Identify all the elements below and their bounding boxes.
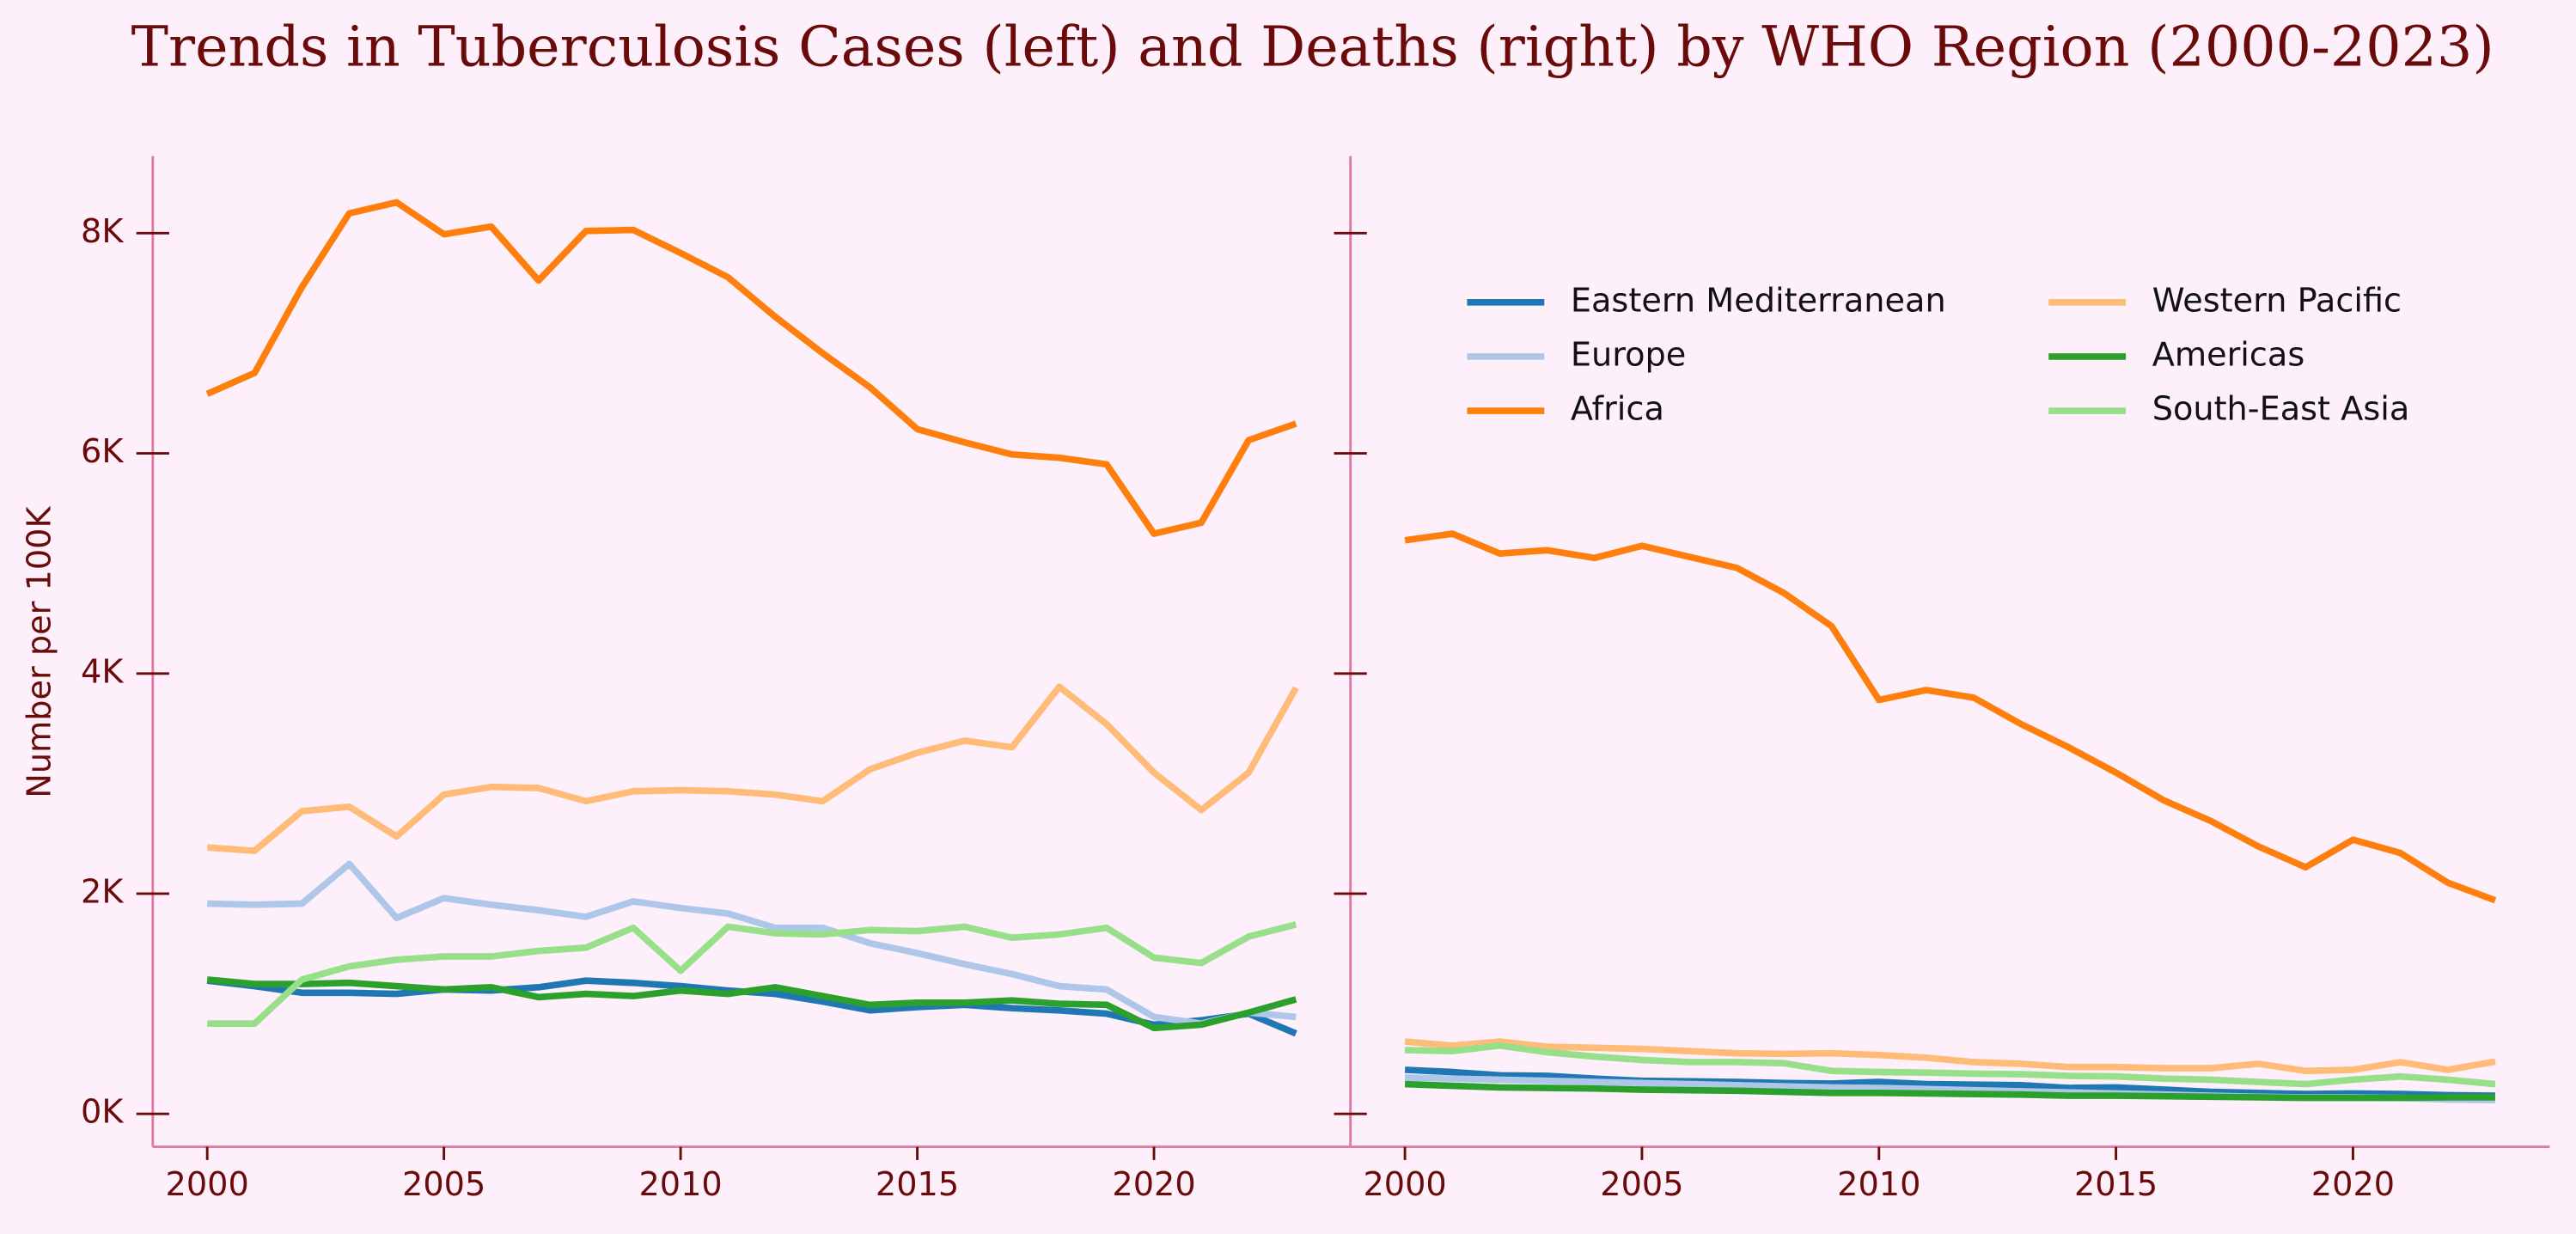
series-line [207, 921, 1297, 1027]
series-line [1404, 1066, 2496, 1099]
series-line [205, 199, 1297, 537]
x-tick-label: 2005 [402, 1166, 485, 1204]
series-line [206, 976, 1297, 1032]
y-tick-label: 0K [81, 1094, 124, 1132]
series-line [1404, 1080, 2495, 1102]
legend-label: Americas [2152, 336, 2305, 374]
legend-label: Europe [1571, 336, 1686, 374]
x-tick-label: 2020 [1112, 1166, 1195, 1204]
x-tick-label: 2015 [876, 1166, 959, 1204]
y-tick-label: 6K [81, 433, 124, 471]
series-line [1404, 1038, 2496, 1075]
legend-label: Africa [1571, 391, 1664, 429]
y-tick-label: 4K [81, 653, 124, 691]
legend-label: Western Pacific [2152, 282, 2402, 320]
x-tick-label: 2000 [166, 1166, 249, 1204]
series-line [1404, 530, 2497, 904]
x-tick-label: 2020 [2311, 1166, 2395, 1204]
y-tick-label: 2K [81, 873, 124, 911]
series-line [206, 683, 1299, 854]
x-tick-label: 2015 [2074, 1166, 2158, 1204]
x-tick-label: 2000 [1363, 1166, 1446, 1204]
y-axis-label: Number per 100K [21, 506, 58, 798]
x-tick-label: 2010 [1837, 1166, 1920, 1204]
chart-title: Trends in Tuberculosis Cases (left) and … [131, 15, 2494, 79]
x-tick-label: 2010 [638, 1166, 722, 1204]
x-tick-label: 2005 [1600, 1166, 1683, 1204]
series-line [207, 860, 1297, 1027]
y-tick-label: 8K [81, 213, 124, 251]
legend-label: Eastern Mediterranean [1571, 282, 1946, 320]
series-line [1405, 1042, 2496, 1088]
legend-label: South-East Asia [2152, 391, 2410, 429]
